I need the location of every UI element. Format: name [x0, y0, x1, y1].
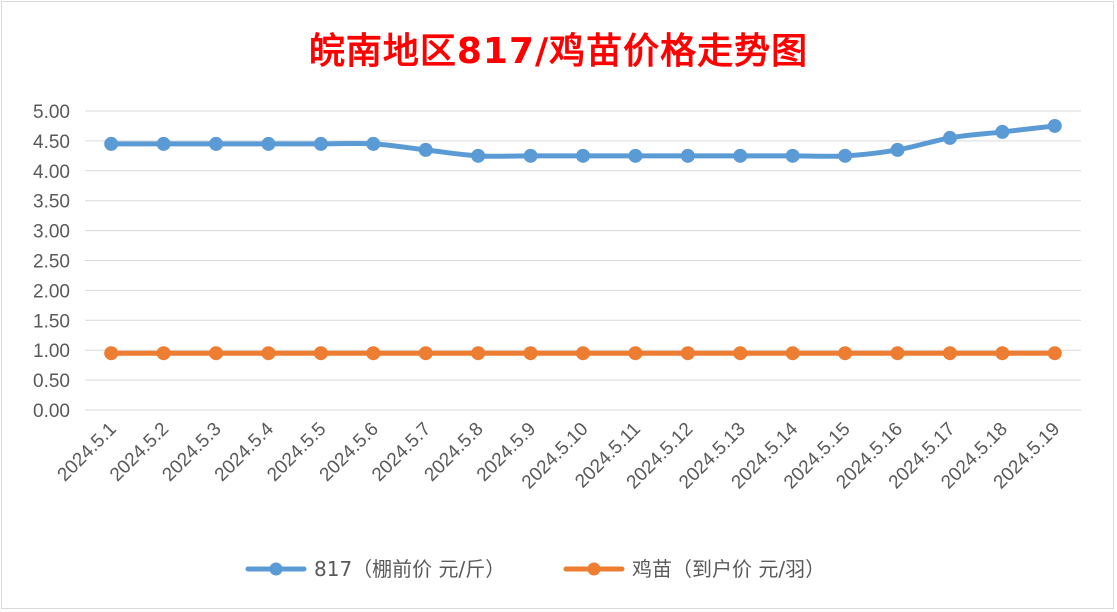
- data-point-series-1: [576, 346, 590, 361]
- data-point-series-1: [942, 346, 957, 361]
- data-point-series-0: [680, 148, 695, 163]
- data-point-series-0: [261, 136, 276, 151]
- data-point-series-0: [156, 136, 171, 151]
- data-point-series-1: [104, 346, 119, 361]
- y-tick-label: 2.50: [33, 252, 70, 273]
- data-point-series-1: [995, 346, 1010, 361]
- y-tick-label: 0.00: [33, 401, 70, 422]
- data-point-series-1: [366, 346, 381, 361]
- data-point-series-0: [313, 136, 328, 151]
- data-point-series-0: [104, 136, 119, 151]
- data-point-series-0: [209, 136, 224, 151]
- data-point-series-1: [1047, 346, 1062, 361]
- data-point-series-1: [733, 346, 748, 361]
- data-point-series-0: [523, 148, 538, 163]
- data-point-series-1: [523, 346, 538, 361]
- legend-label-1: 鸡苗（到户价 元/羽）: [632, 557, 825, 581]
- data-point-series-0: [890, 142, 905, 157]
- data-point-series-1: [680, 346, 695, 361]
- data-point-series-1: [785, 346, 800, 361]
- data-point-series-1: [261, 346, 276, 361]
- data-point-series-0: [471, 148, 486, 163]
- data-point-series-0: [576, 148, 590, 163]
- data-point-series-0: [628, 148, 643, 163]
- data-point-series-1: [418, 346, 433, 361]
- y-tick-label: 3.00: [33, 222, 70, 243]
- y-tick-label: 1.50: [33, 311, 70, 332]
- data-point-series-1: [313, 346, 328, 361]
- data-point-series-1: [890, 346, 905, 361]
- legend-label-0: 817（棚前价 元/斤）: [314, 557, 505, 581]
- data-point-series-0: [942, 130, 957, 145]
- data-point-series-0: [1047, 118, 1062, 133]
- y-tick-label: 3.50: [33, 192, 70, 213]
- data-point-series-0: [785, 148, 800, 163]
- y-tick-label: 2.00: [33, 281, 70, 302]
- data-point-series-0: [995, 124, 1010, 139]
- data-point-series-1: [209, 346, 224, 361]
- y-tick-label: 1.00: [33, 341, 70, 362]
- y-tick-label: 0.50: [33, 371, 70, 392]
- legend-marker-0: [269, 562, 283, 576]
- data-point-series-0: [366, 136, 381, 151]
- data-point-series-1: [628, 346, 643, 361]
- data-point-series-1: [156, 346, 171, 361]
- data-point-series-1: [838, 346, 853, 361]
- data-point-series-0: [733, 148, 748, 163]
- data-point-series-0: [418, 142, 433, 157]
- data-point-series-0: [838, 148, 853, 163]
- y-tick-label: 5.00: [33, 102, 70, 123]
- y-tick-label: 4.00: [33, 162, 70, 183]
- legend-marker-1: [587, 562, 601, 576]
- y-tick-label: 4.50: [33, 132, 70, 153]
- data-point-series-1: [471, 346, 486, 361]
- chart-title: 皖南地区817/鸡苗价格走势图: [308, 31, 809, 72]
